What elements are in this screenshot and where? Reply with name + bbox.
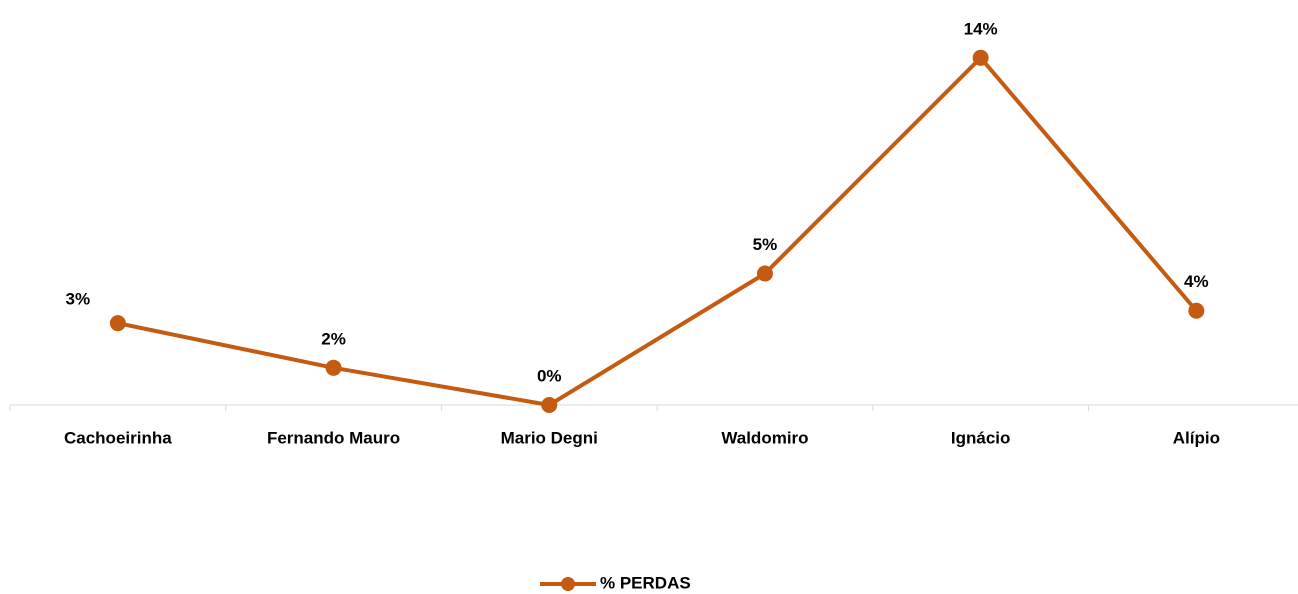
line-point xyxy=(109,315,126,332)
x-tick-label: Mario Degni xyxy=(501,428,598,447)
line-point xyxy=(972,49,989,66)
x-tick-label: Alípio xyxy=(1173,428,1220,447)
data-label: 3% xyxy=(66,290,91,309)
data-label: 4% xyxy=(1184,272,1209,291)
legend-marker xyxy=(561,577,575,591)
data-label: 5% xyxy=(753,235,778,254)
line-series xyxy=(117,54,1198,408)
legend-label: % PERDAS xyxy=(600,573,691,592)
x-tick-label: Fernando Mauro xyxy=(267,428,400,447)
x-tick-label: Ignácio xyxy=(951,428,1011,447)
data-label: 0% xyxy=(537,366,562,385)
x-tick-label: Waldomiro xyxy=(721,428,808,447)
line-point xyxy=(756,265,773,282)
line-point xyxy=(1188,302,1205,319)
line-point xyxy=(541,397,558,413)
x-tick-label: Cachoeirinha xyxy=(64,428,172,447)
data-label: 2% xyxy=(321,329,346,348)
data-label: 14% xyxy=(964,19,998,38)
line-point xyxy=(325,359,342,376)
